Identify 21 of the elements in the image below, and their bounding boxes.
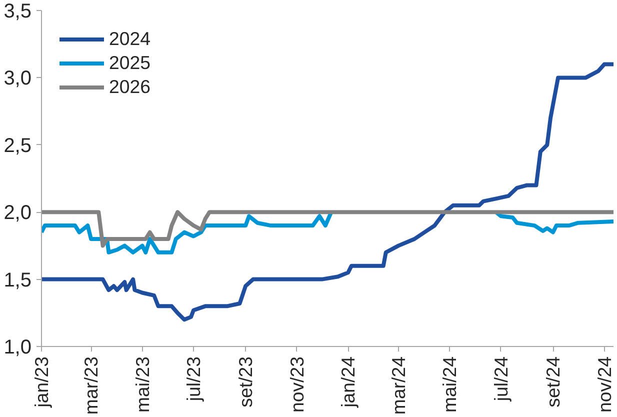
y-tick-label: 2,5 <box>4 134 32 157</box>
x-tick-label: jan/23 <box>31 356 52 408</box>
y-tick-label: 1,0 <box>4 336 32 358</box>
x-tick-label: jan/24 <box>338 356 359 408</box>
x-tick-label: mai/23 <box>132 356 153 412</box>
x-tick-label: mar/24 <box>388 356 409 415</box>
x-tick-label: nov/24 <box>594 356 615 413</box>
legend-label: 2024 <box>109 28 151 50</box>
legend-label: 2026 <box>109 76 151 98</box>
legend-label: 2025 <box>109 52 151 74</box>
x-tick-label: mai/24 <box>439 356 460 412</box>
y-tick-label: 1,5 <box>4 269 32 292</box>
y-tick-label: 2,0 <box>4 202 32 224</box>
y-tick-label: 3,0 <box>4 68 32 90</box>
x-tick-label: set/23 <box>235 356 256 408</box>
x-tick-label: mar/23 <box>80 356 102 415</box>
x-tick-label: jul/24 <box>490 356 512 402</box>
x-tick-label: nov/23 <box>286 356 308 413</box>
x-tick-label: set/24 <box>542 356 564 408</box>
x-tick-label: jul/23 <box>183 356 204 402</box>
y-tick-label: 3,5 <box>4 0 32 22</box>
